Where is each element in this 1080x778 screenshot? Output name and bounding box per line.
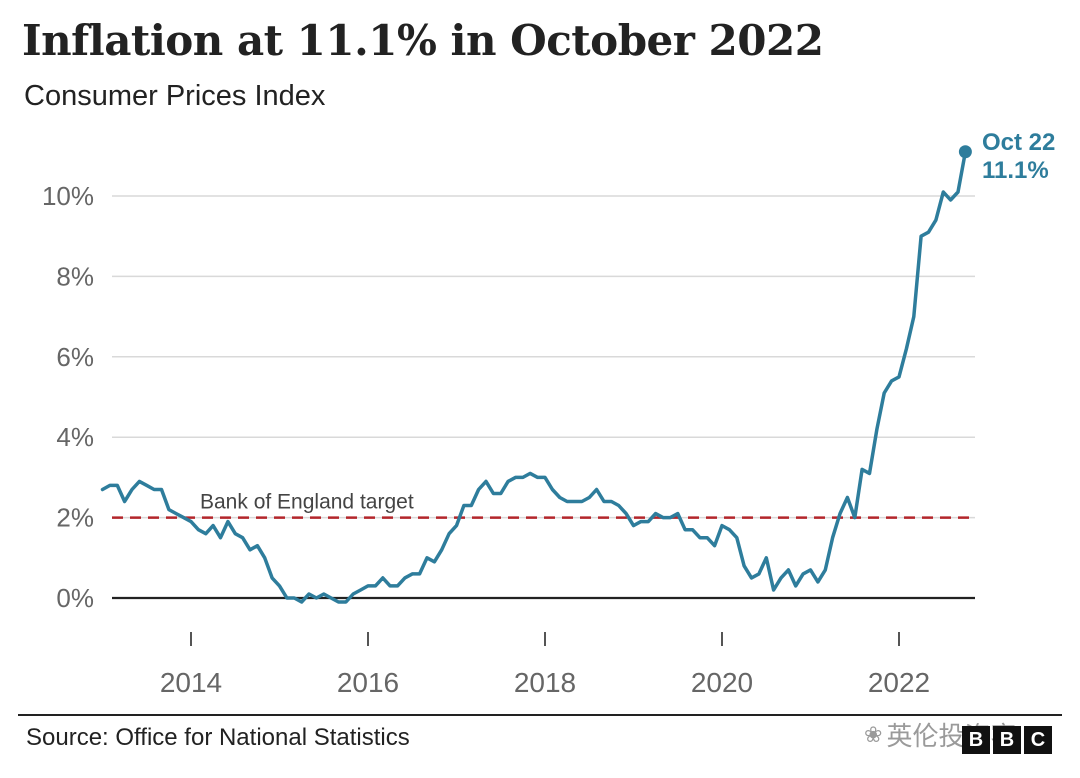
end-point-marker <box>958 145 972 159</box>
footer-divider <box>18 714 1062 716</box>
target-line-group: Bank of England target <box>112 491 975 519</box>
inflation-chart: 0% 2% 4% 6% 8% 10% 2014 2016 2018 2020 2022 Bank … <box>42 129 1055 698</box>
chart-subtitle: Consumer Prices Index <box>24 80 326 112</box>
end-label-value: 11.1% <box>982 157 1049 184</box>
target-line-label: Bank of England target <box>200 491 414 514</box>
bbc-logo-letter-1: B <box>962 726 990 754</box>
end-label-date: Oct 22 <box>982 129 1055 156</box>
y-axis-ticks: 0% 2% 4% 6% 8% 10% <box>42 181 94 613</box>
x-tick-label: 2016 <box>337 667 399 698</box>
chat-icon: ❀ <box>864 721 883 747</box>
grid-lines <box>112 195 975 600</box>
x-tick-label: 2018 <box>514 667 576 698</box>
y-tick-label: 8% <box>56 261 94 291</box>
y-tick-label: 0% <box>56 583 94 613</box>
x-tick-label: 2014 <box>160 667 222 698</box>
chart-title: Inflation at 11.1% in October 2022 <box>22 16 824 65</box>
bbc-logo-letter-3: C <box>1024 726 1052 754</box>
y-tick-label: 10% <box>42 181 94 211</box>
x-tick-label: 2020 <box>691 667 753 698</box>
x-axis-ticks: 2014 2016 2018 2020 2022 <box>160 632 930 698</box>
bbc-logo-letter-2: B <box>993 726 1021 754</box>
cpi-line <box>100 150 968 604</box>
y-tick-label: 6% <box>56 342 94 372</box>
x-tick-label: 2022 <box>868 667 930 698</box>
series-group <box>100 150 968 604</box>
y-tick-label: 4% <box>56 422 94 452</box>
source-note: Source: Office for National Statistics <box>26 724 410 751</box>
bbc-logo: B B C <box>962 726 1052 754</box>
y-tick-label: 2% <box>56 503 94 533</box>
